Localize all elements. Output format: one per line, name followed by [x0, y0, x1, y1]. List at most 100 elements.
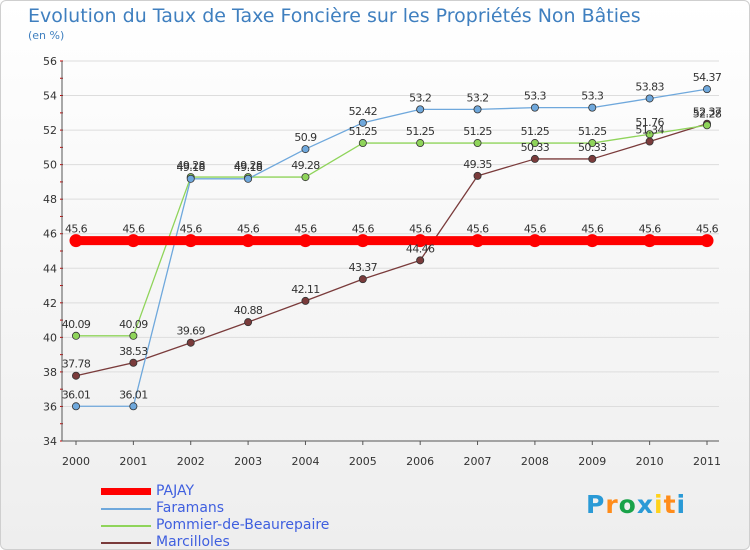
- data-point: [700, 234, 714, 248]
- data-label: 50.9: [294, 131, 317, 144]
- y-tick-label: 44: [43, 262, 57, 275]
- logo-letter: P: [586, 490, 606, 519]
- data-label: 52.37: [693, 106, 722, 119]
- data-label: 51.25: [463, 125, 492, 138]
- data-point: [301, 296, 310, 305]
- data-label: 53.2: [466, 91, 488, 104]
- y-tick-label: 40: [43, 331, 57, 344]
- data-point: [703, 121, 712, 130]
- logo-letter: t: [663, 490, 677, 519]
- data-point: [244, 174, 253, 183]
- data-point: [703, 85, 712, 94]
- data-label: 51.25: [521, 125, 550, 138]
- logo-letter: x: [636, 490, 654, 519]
- legend-item-pajay: PAJAY: [101, 483, 361, 502]
- data-point: [184, 234, 198, 248]
- data-point: [129, 331, 138, 340]
- logo-letter: r: [605, 490, 619, 519]
- data-point: [588, 154, 597, 163]
- data-label: 50.33: [521, 141, 550, 154]
- legend-label: Marcilloles: [156, 534, 230, 550]
- data-label: 45.6: [696, 223, 719, 236]
- x-tick-label: 2000: [62, 455, 90, 468]
- y-tick-label: 42: [43, 297, 57, 310]
- chart-title: Evolution du Taux de Taxe Foncière sur l…: [28, 5, 641, 27]
- y-tick-label: 50: [43, 159, 57, 172]
- data-label: 49.18: [234, 161, 263, 174]
- data-point: [301, 145, 310, 154]
- legend-label: Pommier-de-Beaurepaire: [156, 517, 330, 533]
- data-label: 53.3: [524, 90, 547, 103]
- data-label: 45.6: [122, 223, 145, 236]
- data-label: 49.18: [176, 161, 205, 174]
- data-label: 49.35: [463, 158, 492, 171]
- legend-item-faramans: Faramans: [101, 500, 361, 519]
- legend-swatch: [101, 488, 151, 495]
- x-tick-label: 2007: [464, 455, 492, 468]
- axes: 34 36 38 40 42 44 46 48 50 52 54 56 2000 2001 2002 2003…: [43, 55, 721, 468]
- data-point: [358, 275, 367, 284]
- data-point: [471, 234, 485, 248]
- data-label: 44.46: [406, 242, 435, 255]
- data-point: [72, 371, 81, 380]
- data-label: 42.11: [291, 283, 320, 296]
- data-label: 45.6: [65, 223, 88, 236]
- data-label: 51.25: [349, 125, 378, 138]
- data-label: 39.69: [176, 325, 205, 338]
- data-point: [129, 358, 138, 367]
- logo-letter: i: [676, 490, 687, 519]
- data-label: 38.53: [119, 345, 148, 358]
- data-point: [473, 105, 482, 114]
- legend-item-pommier: Pommier-de-Beaurepaire: [101, 517, 361, 536]
- unit-label: (en %): [28, 29, 65, 42]
- data-point: [298, 234, 312, 248]
- data-label: 36.01: [119, 388, 148, 401]
- x-tick-label: 2006: [406, 455, 434, 468]
- data-point: [530, 103, 539, 112]
- data-label: 43.37: [349, 261, 378, 274]
- data-point: [129, 402, 138, 411]
- y-tick-label: 48: [43, 193, 57, 206]
- series-pommier-de-beaurepaire: [72, 121, 712, 340]
- data-label: 53.2: [409, 91, 431, 104]
- series-marcilloles: [72, 119, 712, 380]
- data-label: 52.42: [349, 105, 378, 118]
- series-line: [76, 88, 708, 407]
- data-point: [72, 402, 81, 411]
- y-tick-label: 34: [43, 435, 57, 448]
- series-pajay: [69, 234, 714, 248]
- data-label: 52.28: [693, 107, 722, 120]
- logo-letter: i: [654, 490, 664, 519]
- data-point: [416, 139, 425, 148]
- data-point: [645, 137, 654, 146]
- data-label: 53.83: [635, 80, 664, 93]
- data-label: 49.28: [176, 159, 205, 172]
- y-tick-label: 54: [43, 90, 57, 103]
- y-tick-label: 46: [43, 228, 57, 241]
- data-label: 49.28: [234, 159, 263, 172]
- x-tick-label: 2005: [349, 455, 377, 468]
- data-point: [416, 105, 425, 114]
- data-point: [473, 171, 482, 180]
- data-label: 51.25: [406, 125, 435, 138]
- data-point: [585, 234, 599, 248]
- data-label: 40.09: [62, 318, 91, 331]
- data-label: 45.6: [639, 223, 662, 236]
- data-label: 50.33: [578, 141, 607, 154]
- y-tick-label: 38: [43, 366, 57, 379]
- data-label: 49.28: [291, 159, 320, 172]
- legend: PAJAY Faramans Pommier-de-Beaurepaire Ma…: [101, 483, 361, 550]
- data-point: [241, 234, 255, 248]
- y-tick-label: 52: [43, 124, 57, 137]
- data-label: 45.6: [352, 223, 375, 236]
- legend-swatch: [101, 508, 151, 510]
- x-tick-label: 2003: [234, 455, 262, 468]
- logo-letter: o: [618, 490, 637, 519]
- y-tick-label: 36: [43, 400, 57, 413]
- y-tick-label: 56: [43, 55, 57, 68]
- legend-swatch: [101, 542, 151, 544]
- data-point: [301, 173, 310, 182]
- data-point: [413, 234, 427, 248]
